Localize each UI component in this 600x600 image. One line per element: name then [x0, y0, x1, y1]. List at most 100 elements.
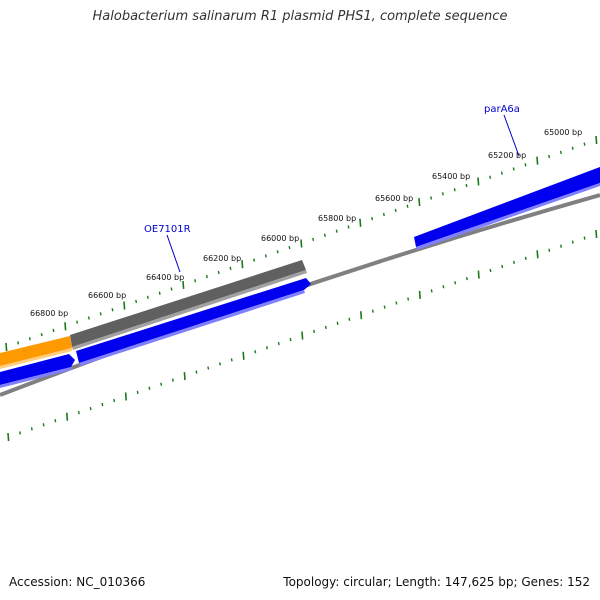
minor-tick	[336, 321, 339, 325]
major-tick	[536, 156, 539, 165]
minor-tick	[264, 254, 267, 258]
minor-tick	[266, 346, 269, 350]
gene-shadow	[72, 270, 307, 350]
minor-tick	[146, 295, 149, 299]
minor-tick	[207, 366, 210, 370]
minor-tick	[453, 188, 456, 192]
gene-feature-gray[interactable]	[70, 260, 306, 347]
minor-tick	[205, 274, 208, 279]
gene-shadow	[79, 290, 305, 366]
minor-tick	[323, 233, 326, 237]
major-tick	[301, 331, 304, 340]
minor-tick	[195, 370, 198, 374]
minor-tick	[217, 270, 220, 275]
major-tick	[477, 270, 480, 279]
minor-tick	[170, 287, 173, 291]
topology-label: Topology: circular; Length: 147,625 bp; …	[283, 575, 590, 589]
major-tick	[595, 229, 598, 239]
minor-tick	[171, 378, 174, 382]
major-tick	[66, 412, 69, 421]
minor-tick	[335, 229, 338, 233]
minor-tick	[30, 427, 33, 431]
major-tick	[183, 372, 186, 381]
minor-tick	[583, 236, 586, 240]
minor-tick	[347, 225, 350, 229]
minor-tick	[218, 362, 221, 366]
minor-tick	[407, 297, 410, 301]
gene-leader-line	[503, 114, 520, 157]
minor-tick	[559, 150, 562, 155]
minor-tick	[99, 312, 102, 316]
minor-tick	[77, 411, 80, 415]
gene-features	[0, 167, 600, 388]
minor-tick	[571, 240, 574, 244]
minor-tick	[101, 402, 104, 407]
minor-tick	[19, 431, 22, 435]
major-tick	[536, 250, 539, 259]
minor-tick	[548, 248, 551, 252]
minor-tick	[382, 212, 385, 217]
minor-tick	[324, 325, 327, 330]
minor-tick	[229, 266, 232, 270]
major-tick	[300, 239, 303, 248]
minor-tick	[489, 175, 492, 179]
minor-tick	[524, 256, 527, 260]
minor-tick	[500, 171, 503, 175]
minor-tick	[87, 316, 90, 320]
minor-tick	[430, 289, 433, 293]
minor-tick	[371, 217, 374, 221]
minor-tick	[135, 299, 138, 304]
major-tick	[418, 290, 421, 299]
gene-feature-blue-left[interactable]	[0, 354, 75, 385]
tick-label: 65800 bp	[318, 214, 356, 223]
major-tick	[5, 342, 8, 352]
minor-tick	[158, 291, 161, 295]
minor-tick	[442, 285, 445, 289]
minor-tick	[254, 350, 257, 354]
minor-tick	[160, 382, 163, 386]
major-tick	[360, 311, 363, 320]
tick-label: 65600 bp	[375, 194, 413, 203]
minor-tick	[52, 328, 55, 333]
gene-feature-orange[interactable]	[0, 336, 72, 366]
minor-tick	[501, 264, 504, 269]
minor-tick	[288, 246, 291, 250]
minor-tick	[136, 390, 139, 394]
minor-tick	[230, 358, 233, 362]
minor-tick	[465, 277, 468, 281]
minor-tick	[394, 208, 397, 213]
minor-tick	[348, 317, 351, 321]
gene-feature-blue-right[interactable]	[414, 167, 600, 247]
major-tick	[64, 322, 67, 331]
major-tick	[182, 280, 185, 289]
minor-tick	[465, 183, 468, 188]
minor-tick	[571, 146, 574, 150]
gene-shadow	[416, 183, 600, 250]
major-tick	[595, 135, 598, 145]
minor-tick	[42, 423, 45, 427]
gene-label[interactable]: parA6a	[484, 104, 520, 115]
tick-label: 66800 bp	[30, 309, 68, 318]
accession-label: Accession: NC_010366	[9, 575, 146, 589]
minor-tick	[89, 406, 92, 411]
gene-label[interactable]: OE7101R	[144, 224, 191, 235]
major-tick	[7, 432, 10, 442]
minor-tick	[28, 337, 31, 341]
major-tick	[359, 218, 362, 227]
minor-tick	[194, 279, 197, 283]
gene-feature-blue-middle[interactable]	[76, 278, 311, 363]
major-tick	[477, 177, 480, 186]
tick-label: 66000 bp	[261, 234, 299, 243]
minor-tick	[40, 332, 43, 337]
minor-tick	[583, 142, 586, 146]
minor-tick	[560, 244, 563, 248]
minor-tick	[406, 204, 409, 208]
minor-tick	[113, 398, 116, 403]
inner-tick-ring	[7, 229, 598, 442]
minor-tick	[54, 419, 57, 423]
minor-tick	[430, 196, 433, 200]
minor-tick	[524, 163, 527, 167]
minor-tick	[313, 329, 316, 334]
major-tick	[124, 392, 127, 401]
